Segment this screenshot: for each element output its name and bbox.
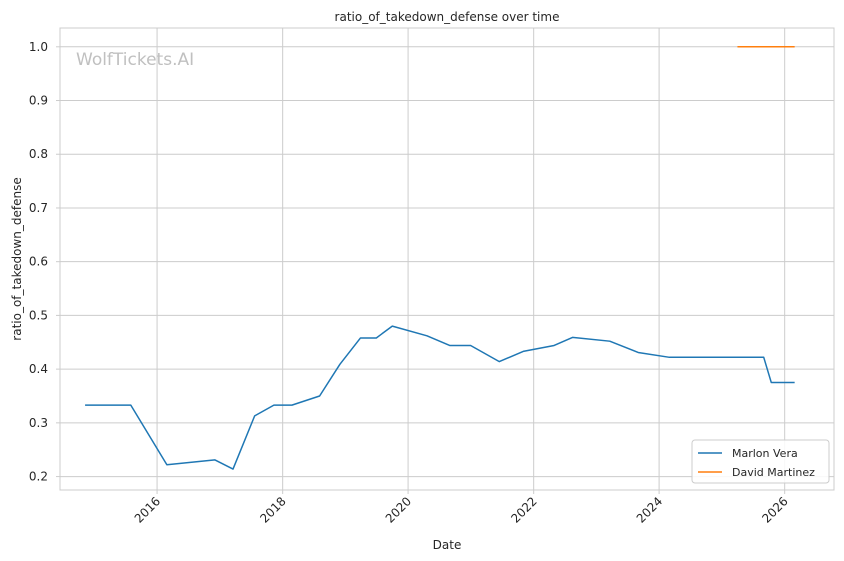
y-tick-label: 0.8	[29, 147, 48, 161]
watermark: WolfTickets.AI	[76, 50, 194, 70]
y-tick-label: 0.6	[29, 255, 48, 269]
series-lines	[85, 46, 795, 470]
series-line-1	[85, 325, 795, 470]
legend-box	[691, 439, 830, 484]
y-tick-label: 0.7	[29, 201, 48, 215]
y-tick-label: 0.4	[29, 362, 48, 376]
y-tick-label: 0.2	[29, 470, 48, 484]
y-tick-label: 0.3	[29, 416, 48, 430]
y-tick-label: 0.5	[29, 308, 48, 322]
chart-title: ratio_of_takedown_defense over time	[335, 10, 560, 24]
y-axis: 0.2 0.3 0.4 0.5 0.6 0.7 0.8 0.9 1.0	[29, 40, 60, 484]
grid	[60, 28, 834, 490]
y-axis-label: ratio_of_takedown_defense	[10, 177, 24, 340]
plot-area-frame	[59, 27, 835, 491]
legend-label: David Martinez	[732, 466, 815, 479]
legend: Marlon Vera David Martinez	[691, 439, 830, 484]
y-tick-label: 1.0	[29, 40, 48, 54]
legend-label: Marlon Vera	[732, 447, 798, 460]
y-tick-label: 0.9	[29, 94, 48, 108]
x-axis-label: Date	[433, 538, 462, 552]
